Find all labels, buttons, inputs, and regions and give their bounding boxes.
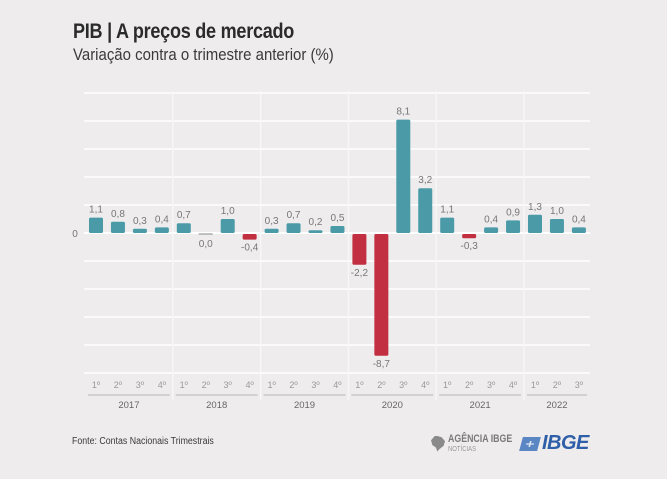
bar	[484, 227, 499, 233]
data-label: 3,2	[418, 175, 432, 186]
bar	[462, 234, 477, 239]
ibge-logo-text: IBGE	[542, 432, 589, 454]
gridlines	[84, 92, 590, 374]
ibge-flag-icon	[519, 436, 541, 451]
x-tick-label-quarter: 4º	[333, 380, 342, 390]
x-tick-label-year: 2021	[470, 400, 491, 411]
x-tick-label-year: 2017	[118, 400, 139, 411]
data-label: 1,0	[221, 206, 235, 217]
source-note: Fonte: Contas Nacionais Trimestrais	[72, 436, 214, 447]
bar	[396, 119, 411, 233]
x-tick-label-quarter: 2º	[289, 380, 298, 390]
x-tick-label-quarter: 3º	[224, 380, 233, 390]
chart-subtitle: Variação contra o trimestre anterior (%)	[73, 45, 334, 64]
bar	[220, 219, 235, 233]
x-tick-label-quarter: 1º	[531, 380, 540, 390]
x-tick-label-quarter: 4º	[421, 380, 430, 390]
bar	[418, 188, 433, 233]
data-label: 0,5	[330, 213, 344, 224]
bar	[242, 234, 257, 240]
data-label: 8,1	[396, 107, 410, 118]
value-labels: 1,1 0,8 0,3 0,4 0,7 0,0 1,0 -0,4 0,3 0,7 0,2 0,5 -2,…	[89, 107, 586, 370]
data-label: 1,1	[440, 205, 454, 216]
bar	[176, 223, 191, 233]
x-tick-label-quarter: 4º	[246, 380, 255, 390]
x-tick-label-quarter: 4º	[509, 380, 518, 390]
brazil-map-icon	[431, 435, 445, 452]
x-tick-label-quarter: 1º	[92, 380, 101, 390]
x-tick-label-quarter: 1º	[355, 380, 364, 390]
x-tick-label-quarter: 2º	[553, 380, 562, 390]
data-label: 1,1	[89, 205, 103, 216]
bar	[528, 214, 542, 233]
x-tick-label-quarter: 3º	[575, 380, 584, 390]
x-tick-label-quarter: 4º	[158, 380, 167, 390]
bar	[440, 217, 455, 233]
agencia-ibge-logo: AGÊNCIA IBGE NOTÍCIAS	[431, 434, 528, 453]
data-label: 0,2	[309, 217, 323, 228]
bar	[132, 228, 147, 233]
x-tick-label-year: 2018	[206, 400, 227, 411]
data-label: 0,0	[199, 239, 213, 250]
x-axis: 1º 2º 3º 4º 2017 1º 2º 3º 4º 2018 1º 2º 3º 4º 2019 1º 2º…	[88, 380, 587, 411]
bar	[89, 217, 103, 233]
bar	[549, 219, 564, 233]
x-tick-label-quarter: 3º	[311, 380, 320, 390]
x-tick-label-year: 2019	[294, 400, 315, 411]
x-tick-label-quarter: 3º	[136, 380, 145, 390]
data-label: 0,9	[506, 207, 520, 218]
data-label: 1,0	[550, 206, 564, 217]
bar	[506, 220, 521, 233]
bar	[110, 221, 125, 233]
bar	[330, 226, 345, 233]
data-label: 0,4	[155, 214, 169, 225]
bar	[154, 227, 169, 233]
x-tick-label-quarter: 2º	[114, 380, 123, 390]
x-tick-label-year: 2022	[546, 400, 567, 411]
data-label: 0,7	[177, 210, 191, 221]
x-tick-label-year: 2020	[382, 400, 403, 411]
chart-title: PIB | A preços de mercado	[73, 20, 295, 43]
data-label: 0,3	[133, 216, 147, 227]
bar	[264, 228, 279, 233]
x-tick-label-quarter: 2º	[377, 380, 386, 390]
x-tick-label-quarter: 1º	[443, 380, 452, 390]
data-label: 0,7	[287, 210, 301, 221]
data-label: 0,8	[111, 209, 125, 220]
ibge-logo: IBGE	[519, 432, 589, 455]
data-label: -2,2	[351, 268, 369, 279]
data-label: 0,4	[484, 214, 498, 225]
x-tick-label-quarter: 1º	[267, 380, 276, 390]
bar	[308, 230, 323, 233]
data-label: 1,3	[528, 202, 542, 213]
x-tick-label-quarter: 3º	[399, 380, 408, 390]
year-dividers	[172, 91, 525, 400]
data-label: -8,7	[373, 359, 391, 370]
x-tick-label-quarter: 2º	[202, 380, 211, 390]
bar	[286, 223, 301, 233]
bars	[89, 119, 586, 356]
x-tick-label-quarter: 3º	[487, 380, 496, 390]
bar	[352, 234, 367, 265]
x-tick-label-quarter: 2º	[465, 380, 474, 390]
data-label: 0,4	[572, 214, 586, 225]
bar	[571, 227, 586, 233]
bar	[374, 234, 389, 356]
data-label: 0,3	[265, 216, 279, 227]
agencia-logo-text: AGÊNCIA IBGE	[448, 433, 513, 445]
x-tick-label-quarter: 1º	[180, 380, 189, 390]
data-label: -0,3	[461, 241, 479, 252]
data-label: -0,4	[241, 243, 259, 254]
agencia-logo-subtext: NOTÍCIAS	[448, 446, 477, 453]
y-tick-label-zero: 0	[72, 229, 78, 240]
